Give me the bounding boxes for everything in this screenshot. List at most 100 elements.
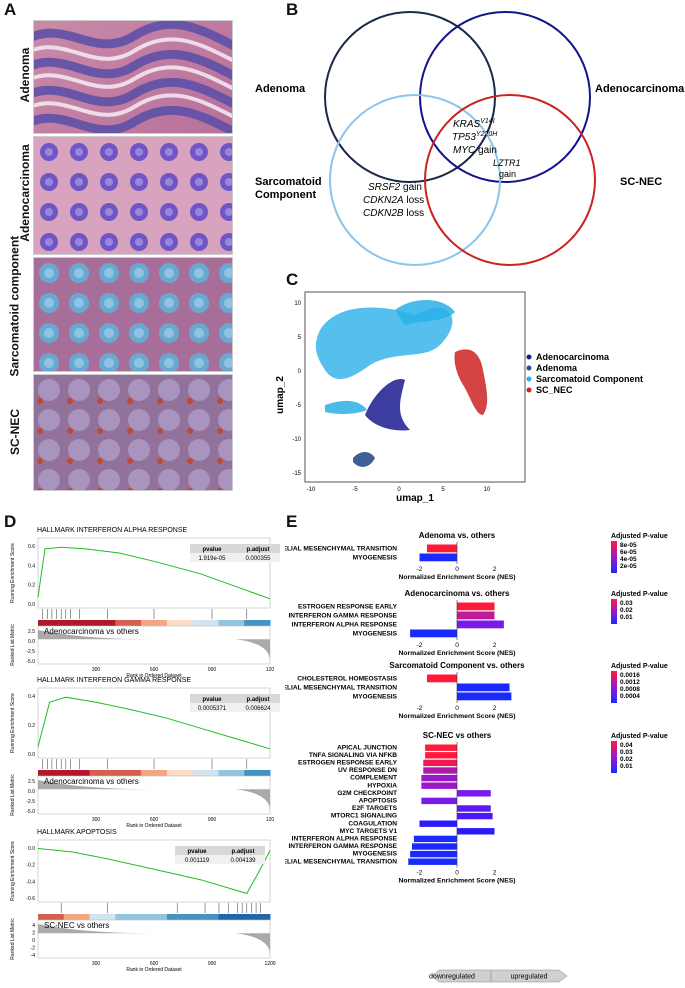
label-adenoma: Adenoma — [18, 47, 32, 103]
legend-swatch — [526, 376, 532, 382]
upregulated-arrow — [490, 969, 568, 983]
gene-tp53: TP53Y220H — [452, 131, 498, 143]
gene-lztr1: LZTR1 — [493, 158, 521, 168]
nes-xlabel: Normalized Enrichment Score (NES) — [398, 574, 515, 581]
gsea-rank-heat — [141, 770, 168, 776]
gsea-rank-heat — [218, 914, 245, 920]
nes-xtick: 2 — [493, 870, 497, 877]
gsea-xlabel: Rank in Ordered Dataset — [126, 673, 182, 679]
venn-label-sarcomatoid-1: Sarcomatoid — [255, 176, 322, 188]
nes-xtick: 0 — [455, 705, 459, 712]
nes-legend-tick: 0.0008 — [620, 686, 640, 693]
nes-category-label: INTERFERON ALPHA RESPONSE — [292, 621, 398, 628]
umap-ylabel: umap_2 — [275, 376, 286, 414]
gsea-comparison: SC-NEC vs others — [44, 921, 109, 930]
nes-bar — [457, 692, 512, 701]
gsea-rank-heat — [166, 770, 194, 776]
nes-legend-tick: 4e-05 — [620, 556, 637, 563]
nes-bar — [457, 805, 491, 812]
cluster-scnec — [454, 349, 488, 415]
legend-swatch — [526, 387, 532, 393]
cluster-adenocarcinoma — [365, 379, 410, 431]
gsea-padj-label: p.adjust — [246, 697, 269, 703]
nes-category-label: MYOGENESIS — [353, 851, 398, 858]
nes-legend-tick: 0.03 — [620, 600, 633, 607]
nes-bar-charts: Adenoma vs. others EPITHELIAL MESENCHYMAL… — [285, 531, 668, 983]
gsea-padj-label: p.adjust — [231, 849, 254, 855]
umap-ytick: -5 — [296, 403, 302, 409]
nes-category-label: ESTROGEN RESPONSE EARLY — [298, 603, 398, 610]
nes-bar — [408, 858, 457, 865]
umap-xtick: 0 — [397, 487, 401, 493]
gsea-xtick: 900 — [208, 961, 217, 967]
gsea-es-tick: 0.0 — [28, 846, 35, 852]
nes-category-label: ESTROGEN RESPONSE EARLY — [298, 760, 398, 767]
gsea-rank-heat — [38, 914, 65, 920]
cluster-sarcomatoid-low — [325, 400, 367, 415]
legend-label: Sarcomatoid Component — [536, 374, 643, 384]
venn-diagram: Adenoma Adenocarcinoma Sarcomatoid Compo… — [255, 11, 685, 266]
nes-legend-tick: 0.01 — [620, 763, 633, 770]
gsea-metric-ylabel: Ranked List Metric — [10, 774, 16, 816]
gsea-metric-tick: 4 — [32, 923, 35, 929]
nes-category-label: G2M CHECKPOINT — [337, 790, 397, 797]
nes-chart-title: Sarcomatoid Component vs. others — [389, 661, 525, 670]
nes-legend-tick: 8e-05 — [620, 542, 637, 549]
gsea-padj: 0.006624 — [245, 706, 271, 712]
gsea-rank-heat — [244, 770, 271, 776]
gsea-es-tick: 0.6 — [28, 544, 35, 550]
nes-legend-tick: 0.0016 — [620, 672, 640, 679]
nes-xtick: 2 — [493, 566, 497, 573]
nes-bar — [412, 843, 457, 850]
gsea-stat-header — [190, 694, 280, 703]
umap-ytick: 0 — [298, 369, 302, 375]
histology-image-sarcomatoid — [33, 257, 233, 372]
cluster-sarcomatoid-upper — [395, 300, 455, 325]
gsea-running-score-line — [37, 546, 271, 600]
gsea-rank-heat — [63, 914, 91, 920]
panel-letter-b: B — [286, 0, 299, 19]
gsea-es-tick: 0.2 — [28, 583, 35, 589]
nes-category-label: MTORC1 SIGNALING — [331, 813, 397, 820]
gsea-es-tick: -0.4 — [26, 879, 35, 885]
gsea-xtick: 600 — [150, 961, 159, 967]
nes-bar — [421, 782, 457, 789]
gsea-title: HALLMARK INTERFERON GAMMA RESPONSE — [37, 677, 191, 684]
nes-category-label: EPITHELIAL MESENCHYMAL TRANSITION — [285, 684, 397, 691]
nes-bar — [457, 812, 493, 820]
nes-category-label: INTERFERON GAMMA RESPONSE — [288, 612, 397, 619]
histology-image-adenocarcinoma — [33, 136, 233, 255]
nes-category-label: MYOGENESIS — [353, 554, 398, 561]
nes-category-label: UV RESPONSE DN — [338, 767, 397, 774]
nes-category-label: EPITHELIAL MESENCHYMAL TRANSITION — [285, 858, 397, 865]
gsea-rank-heat — [244, 620, 271, 626]
gsea-xtick: 300 — [92, 667, 101, 673]
gsea-rank-heat — [218, 770, 245, 776]
gsea-es-ylabel: Running Enrichment Score — [10, 543, 16, 603]
nes-legend-tick: 0.01 — [620, 614, 633, 621]
nes-legend-title: Adjusted P-value — [611, 591, 668, 598]
gsea-comparison: Adenocarcinoma vs others — [44, 627, 139, 636]
gsea-rank-heat — [63, 620, 91, 626]
gene-myc: MYC gain — [453, 145, 497, 156]
nes-category-label: MYOGENESIS — [353, 693, 398, 700]
nes-category-label: MYC TARGETS V1 — [340, 828, 398, 835]
nes-xlabel: Normalized Enrichment Score (NES) — [398, 713, 515, 720]
nes-chart-title: Adenocarcinoma vs. others — [405, 589, 510, 598]
gene-cdkn2b: CDKN2B loss — [363, 208, 424, 219]
gsea-metric-tick: -5.0 — [26, 809, 35, 815]
venn-circle-adenoma — [324, 11, 496, 183]
gsea-metric-tick: -2.5 — [26, 799, 35, 805]
legend-label: Adenoma — [536, 363, 578, 373]
nes-bar — [413, 835, 457, 843]
gsea-running-score-line — [37, 696, 271, 750]
gsea-es-tick: 0.0 — [28, 602, 35, 608]
gsea-xtick: 120 — [266, 817, 275, 823]
nes-xtick: 0 — [455, 566, 459, 573]
gsea-metric-frame — [37, 625, 271, 665]
gsea-pvalue-label: pvalue — [187, 849, 207, 855]
gsea-xtick: 600 — [150, 667, 159, 673]
nes-bar — [457, 828, 495, 835]
nes-xtick: 0 — [455, 642, 459, 649]
nes-chart-title: SC-NEC vs others — [423, 731, 492, 740]
